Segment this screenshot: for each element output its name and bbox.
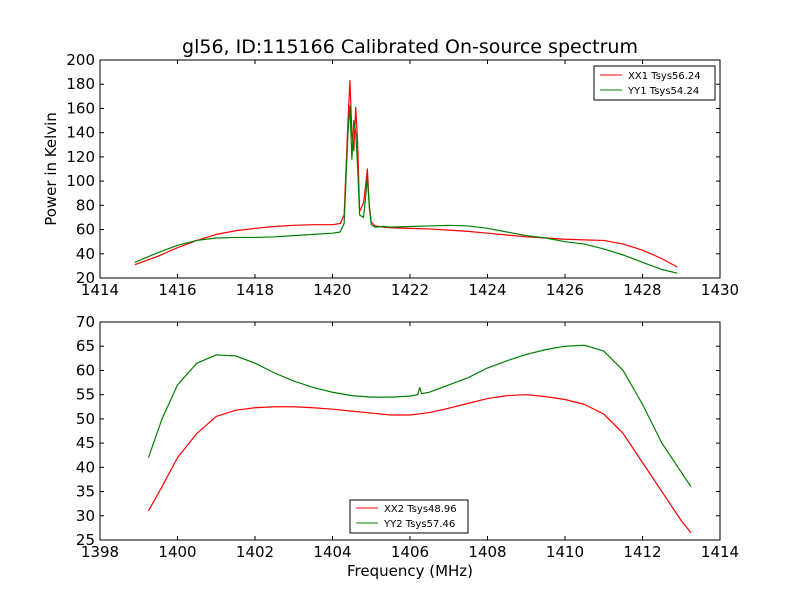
top-x-tick-label: 1428 [623, 281, 661, 299]
bottom-x-tick-label: 1408 [468, 543, 506, 561]
top-x-tick-label: 1430 [701, 281, 739, 299]
top-chart-title: gl56, ID:115166 Calibrated On-source spe… [182, 36, 638, 58]
top-chart: gl56, ID:115166 Calibrated On-source spe… [42, 36, 739, 299]
top-legend: XX1 Tsys56.24 YY1 Tsys54.24 [593, 65, 716, 101]
top-y-tick-label: 160 [66, 99, 95, 117]
top-legend-label-yy1: YY1 Tsys54.24 [627, 86, 699, 97]
bottom-y-tick-label: 35 [76, 483, 95, 501]
top-x-tick-label: 1420 [313, 281, 351, 299]
bottom-series-lines [147, 344, 692, 534]
top-y-axis-label: Power in Kelvin [42, 112, 60, 226]
top-x-tick-label: 1418 [236, 281, 274, 299]
top-y-tick-label: 120 [66, 148, 95, 166]
bottom-y-tick-label: 70 [76, 313, 95, 331]
bottom-legend-label-xx2: XX2 Tsys48.96 [384, 504, 457, 515]
top-y-tick-label: 80 [76, 196, 95, 214]
bottom-x-tick-label: 1412 [623, 543, 661, 561]
top-y-tick-label: 180 [66, 75, 95, 93]
top-x-tick-label: 1426 [546, 281, 584, 299]
bottom-axis-ticks: 1398 1400 1402 1404 1406 1408 1410 1412 1414 25 30… [76, 313, 739, 561]
bottom-y-tick-label: 60 [76, 361, 95, 379]
top-y-tick-label: 60 [76, 221, 95, 239]
bottom-x-tick-label: 1404 [313, 543, 351, 561]
top-y-tick-label: 140 [66, 124, 95, 142]
top-y-tick-label: 40 [76, 245, 95, 263]
bottom-x-axis-label: Frequency (MHz) [347, 562, 473, 580]
top-y-tick-label: 100 [66, 172, 95, 190]
top-x-tick-label: 1414 [81, 281, 119, 299]
top-x-tick-label: 1422 [391, 281, 429, 299]
bottom-x-tick-label: 1402 [236, 543, 274, 561]
bottom-y-tick-label: 25 [76, 531, 95, 549]
top-series-line-yy1 [134, 105, 678, 274]
bottom-x-tick-label: 1410 [546, 543, 584, 561]
top-series-lines [134, 79, 678, 274]
bottom-legend-label-yy2: YY2 Tsys57.46 [383, 519, 455, 530]
top-x-tick-label: 1416 [158, 281, 196, 299]
top-y-tick-label: 200 [66, 51, 95, 69]
bottom-y-tick-label: 45 [76, 434, 95, 452]
bottom-y-tick-label: 40 [76, 458, 95, 476]
bottom-y-tick-label: 50 [76, 410, 95, 428]
bottom-x-tick-label: 1398 [81, 543, 119, 561]
bottom-y-tick-label: 65 [76, 337, 95, 355]
bottom-y-tick-label: 30 [76, 507, 95, 525]
top-legend-label-xx1: XX1 Tsys56.24 [628, 71, 701, 82]
bottom-x-tick-label: 1406 [391, 543, 429, 561]
bottom-series-line-yy2 [147, 344, 692, 488]
bottom-x-tick-label: 1400 [158, 543, 196, 561]
bottom-chart: 1398 1400 1402 1404 1406 1408 1410 1412 1414 25 30… [76, 313, 739, 580]
bottom-series-line-xx2 [147, 394, 692, 534]
bottom-legend-box [349, 499, 469, 534]
bottom-legend: XX2 Tsys48.96 YY2 Tsys57.46 [349, 499, 469, 534]
top-y-tick-label: 20 [76, 269, 95, 287]
top-legend-box [593, 65, 716, 101]
bottom-y-tick-label: 55 [76, 386, 95, 404]
top-axis-ticks: 1414 1416 1418 1420 1422 1424 1426 1428 1430 20 40… [66, 51, 739, 299]
top-x-tick-label: 1424 [468, 281, 506, 299]
bottom-x-tick-label: 1414 [701, 543, 739, 561]
